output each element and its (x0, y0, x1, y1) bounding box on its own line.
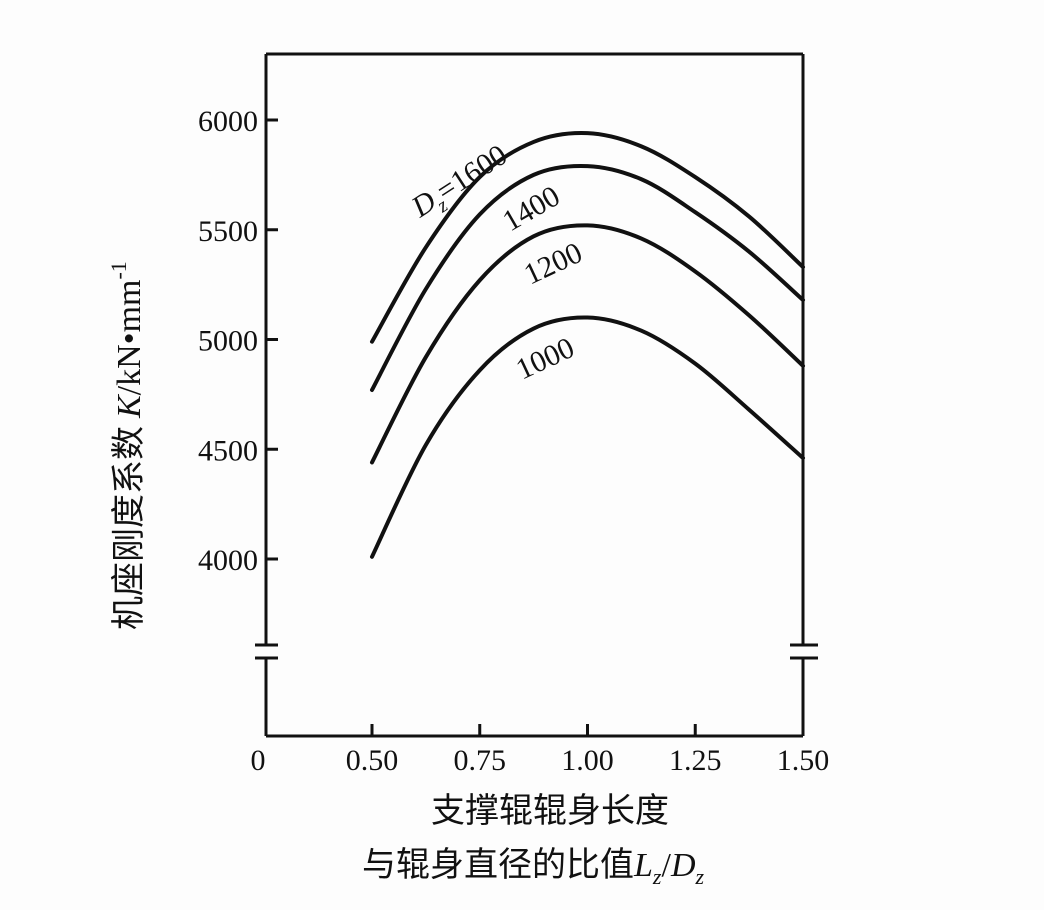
x-tick-label: 1.50 (777, 744, 830, 777)
x-tick-label: 0.50 (346, 744, 399, 777)
y-axis-ticks: 4000 4500 5000 5500 6000 (198, 105, 278, 577)
x-tick-label: 0 (251, 744, 266, 777)
plot-frame (255, 52, 818, 738)
y-tick-label: 4500 (198, 434, 258, 467)
x-axis-label-line2: 与辊身直径的比值Lz/Dz (362, 845, 705, 889)
curve-dz=1400 (370, 163, 805, 392)
x-tick-label: 0.75 (454, 744, 507, 777)
x-axis-ticks: 0 0.50 0.75 1.00 1.25 1.50 (251, 724, 830, 777)
x-tick-label: 1.00 (561, 744, 614, 777)
y-tick-label: 5000 (198, 325, 258, 358)
y-tick-label: 5500 (198, 215, 258, 248)
y-tick-label: 4000 (198, 544, 258, 577)
series-label-1200: 1200 (519, 236, 587, 291)
x-tick-label: 1.25 (669, 744, 722, 777)
data-series (370, 131, 805, 559)
curve-dz=1600 (370, 131, 805, 344)
series-label-1000: 1000 (511, 331, 579, 386)
x-axis-label-line1: 支撑辊辊身长度 (431, 791, 669, 831)
curve-dz=1000 (370, 315, 805, 559)
y-axis-label: 机座刚度系数K/kN•mm-1 (106, 261, 149, 630)
y-tick-label: 6000 (198, 105, 258, 138)
curve-dz=1200 (370, 223, 805, 465)
